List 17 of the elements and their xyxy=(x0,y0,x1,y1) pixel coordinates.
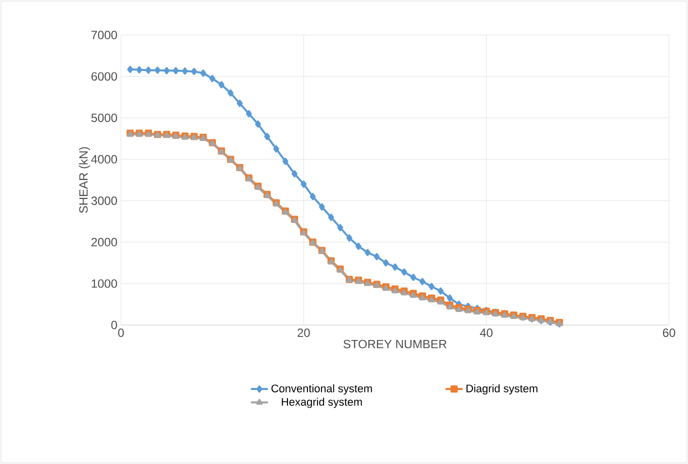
y-axis-title: SHEAR (kN) xyxy=(78,147,90,213)
y-tick-label: 7000 xyxy=(91,30,118,40)
y-tick-label: 5000 xyxy=(91,114,118,122)
x-axis-title: STOREY NUMBER xyxy=(344,340,446,348)
y-tick-label: 1000 xyxy=(92,279,118,288)
x-tick-label: 40 xyxy=(480,328,493,337)
legend-label: Diagrid system xyxy=(466,384,538,394)
y-tick-label: 6000 xyxy=(91,72,118,81)
x-tick-label: 60 xyxy=(662,328,676,337)
x-tick-label: 20 xyxy=(298,328,310,337)
y-tick-label: 4000 xyxy=(91,155,118,164)
legend-label: Hexagrid system xyxy=(282,398,362,408)
y-tick-label: 2000 xyxy=(91,238,118,246)
y-tick-label: 0 xyxy=(111,320,118,330)
legend-label: Conventional system xyxy=(271,384,372,394)
x-tick-label: 0 xyxy=(118,328,124,337)
y-tick-label: 3000 xyxy=(91,196,118,205)
